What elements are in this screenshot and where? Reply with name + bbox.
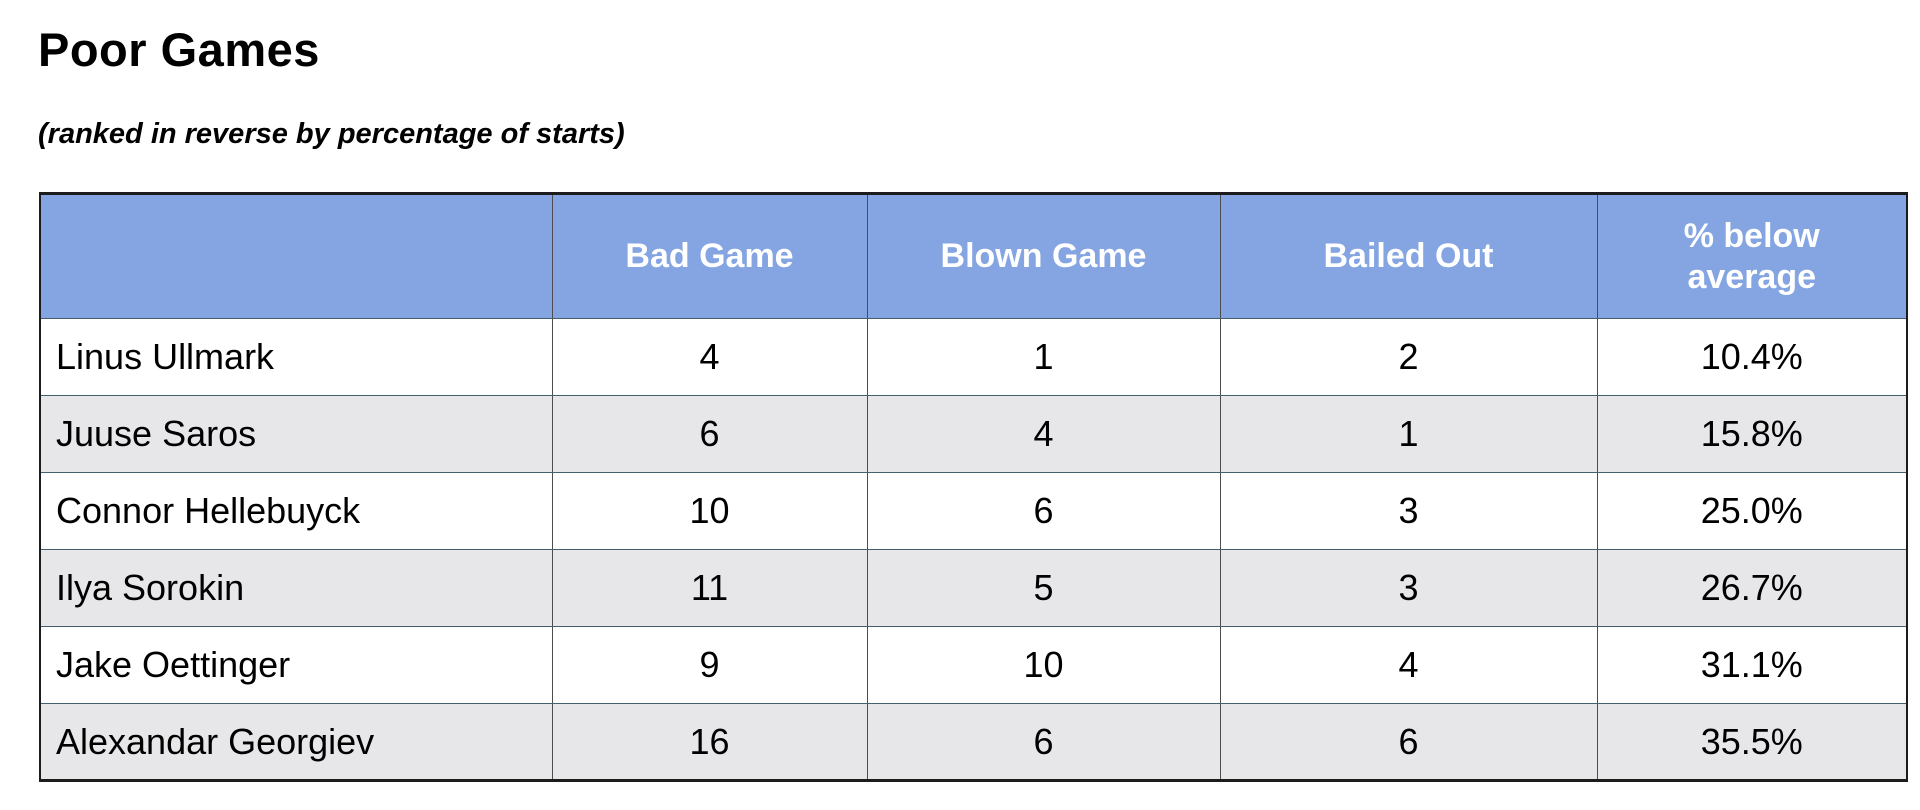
page-title: Poor Games [38,23,320,76]
table-row-jake-oettinger: Jake Oettinger 9 10 4 31.1% [39,626,1908,704]
blown-game-value: 5 [866,549,1221,627]
blown-game-value: 6 [866,703,1221,781]
player-name: Ilya Sorokin [39,549,553,627]
bailed-out-value: 4 [1219,626,1598,704]
bad-game-value: 9 [551,626,868,704]
bad-game-value: 6 [551,395,868,473]
bailed-out-value: 1 [1219,395,1598,473]
blown-game-value: 4 [866,395,1221,473]
bailed-out-value: 6 [1219,703,1598,781]
column-header-bad-game: Bad Game [551,193,868,319]
player-name: Juuse Saros [39,395,553,473]
column-header-bailed-out: Bailed Out [1219,193,1598,319]
pct-below-average-value: 26.7% [1596,549,1908,627]
pct-below-average-value: 35.5% [1596,703,1908,781]
blown-game-value: 6 [866,472,1221,550]
table-row-ilya-sorokin: Ilya Sorokin 11 5 3 26.7% [39,549,1908,627]
column-header-blown-game: Blown Game [866,193,1221,319]
table-row-connor-hellebuyck: Connor Hellebuyck 10 6 3 25.0% [39,472,1908,550]
bad-game-value: 11 [551,549,868,627]
pct-below-average-value: 15.8% [1596,395,1908,473]
table-body: Linus Ullmark 4 1 2 10.4% Juuse Saros 6 … [39,318,1908,781]
bailed-out-value: 3 [1219,472,1598,550]
table-row-alexandar-georgiev: Alexandar Georgiev 16 6 6 35.5% [39,703,1908,781]
bad-game-value: 4 [551,318,868,396]
column-header-pct-below-average: % below average [1596,193,1908,319]
column-header-name [39,193,553,319]
bad-game-value: 16 [551,703,868,781]
pct-below-average-value: 10.4% [1596,318,1908,396]
pct-below-average-value: 25.0% [1596,472,1908,550]
poor-games-table: Bad Game Blown Game Bailed Out % below a… [39,192,1908,782]
table-row-juuse-saros: Juuse Saros 6 4 1 15.8% [39,395,1908,473]
bad-game-value: 10 [551,472,868,550]
player-name: Linus Ullmark [39,318,553,396]
blown-game-value: 10 [866,626,1221,704]
player-name: Alexandar Georgiev [39,703,553,781]
page-subtitle: (ranked in reverse by percentage of star… [38,118,625,150]
bailed-out-value: 3 [1219,549,1598,627]
player-name: Jake Oettinger [39,626,553,704]
table-row-linus-ullmark: Linus Ullmark 4 1 2 10.4% [39,318,1908,396]
header-row: Bad Game Blown Game Bailed Out % below a… [39,193,1908,319]
player-name: Connor Hellebuyck [39,472,553,550]
bailed-out-value: 2 [1219,318,1598,396]
blown-game-value: 1 [866,318,1221,396]
pct-below-average-value: 31.1% [1596,626,1908,704]
table-header: Bad Game Blown Game Bailed Out % below a… [39,193,1908,319]
